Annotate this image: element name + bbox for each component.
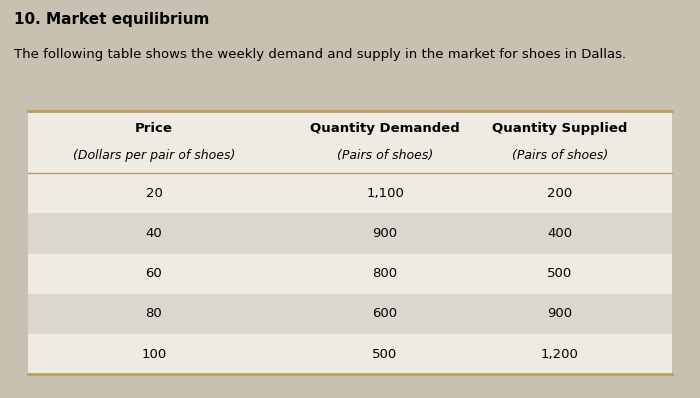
Text: 800: 800 [372, 267, 398, 280]
Text: The following table shows the weekly demand and supply in the market for shoes i: The following table shows the weekly dem… [14, 48, 626, 61]
Text: Quantity Demanded: Quantity Demanded [310, 122, 460, 135]
Text: 1,100: 1,100 [366, 187, 404, 200]
Text: (Pairs of shoes): (Pairs of shoes) [337, 149, 433, 162]
Text: Quantity Supplied: Quantity Supplied [492, 122, 628, 135]
Bar [28, 111, 672, 173]
Text: 900: 900 [372, 227, 398, 240]
Text: 500: 500 [547, 267, 573, 280]
Text: 100: 100 [141, 347, 167, 361]
Text: Price: Price [135, 122, 173, 135]
Text: 500: 500 [372, 347, 398, 361]
Text: 600: 600 [372, 307, 398, 320]
Text: 60: 60 [146, 267, 162, 280]
Text: 400: 400 [547, 227, 573, 240]
Text: (Pairs of shoes): (Pairs of shoes) [512, 149, 608, 162]
Text: 20: 20 [146, 187, 162, 200]
Bar [28, 294, 672, 334]
Text: 1,200: 1,200 [541, 347, 579, 361]
Text: 10. Market equilibrium: 10. Market equilibrium [14, 12, 209, 27]
Text: (Dollars per pair of shoes): (Dollars per pair of shoes) [73, 149, 235, 162]
Text: 80: 80 [146, 307, 162, 320]
Text: 200: 200 [547, 187, 573, 200]
Bar [28, 334, 672, 374]
Bar [28, 173, 672, 213]
Bar [28, 213, 672, 254]
Bar [28, 254, 672, 294]
Text: 900: 900 [547, 307, 573, 320]
Text: 40: 40 [146, 227, 162, 240]
